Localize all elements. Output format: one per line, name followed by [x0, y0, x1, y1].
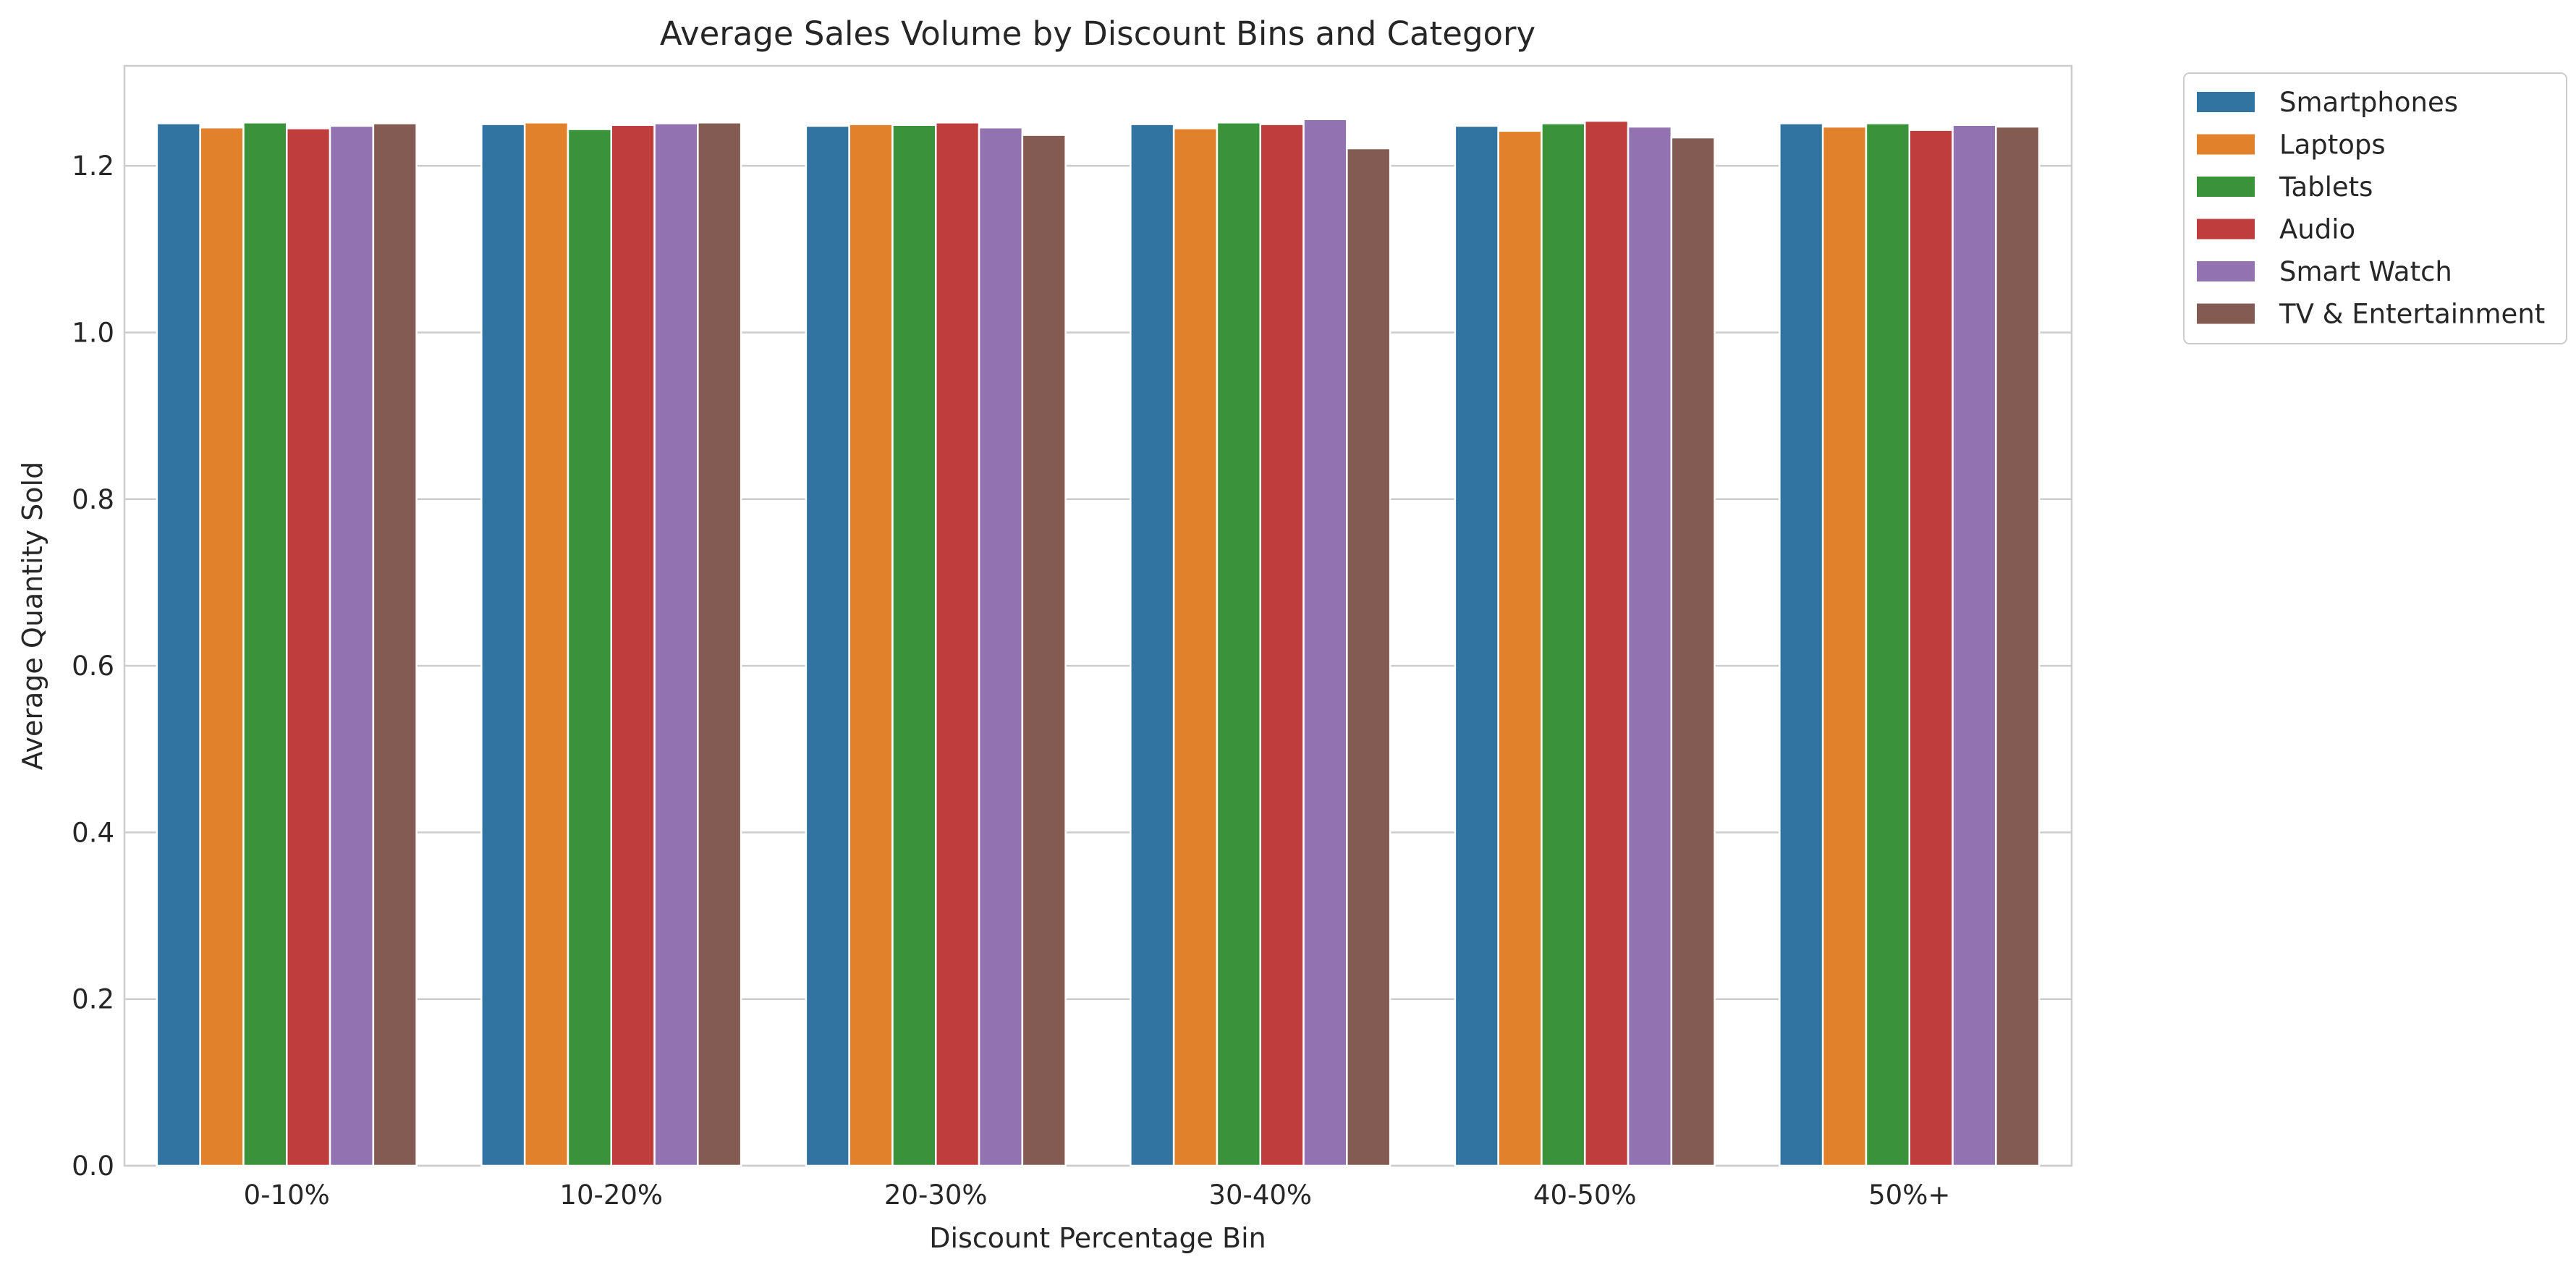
y-tick-labels: 0.0 0.2 0.4 0.6 0.8 1.0 1.2: [72, 151, 114, 1182]
bar-smart-watch-2: [978, 126, 1024, 1167]
bar-laptops-2: [848, 123, 894, 1167]
bar-smartphones-3: [1130, 123, 1175, 1167]
bar-tv-entertainment-0: [372, 122, 418, 1167]
y-tick-label: 0.0: [72, 1151, 114, 1182]
y-tick-label: 0.4: [72, 817, 114, 848]
bar-smart-watch-0: [329, 124, 375, 1167]
bar-tablets-4: [1541, 122, 1586, 1167]
bar-smart-watch-4: [1627, 125, 1673, 1167]
x-tick-label: 20-30%: [884, 1179, 988, 1211]
legend-swatch: [2197, 177, 2255, 197]
legend: Smartphones Laptops Tablets Audio Smart Watc…: [2183, 72, 2567, 344]
legend-swatch: [2197, 92, 2255, 112]
bars: [156, 118, 2041, 1167]
legend-swatch: [2197, 303, 2255, 324]
y-tick-label: 0.2: [72, 984, 114, 1015]
x-axis-label: Discount Percentage Bin: [929, 1222, 1266, 1254]
bar-laptops-0: [199, 126, 245, 1167]
legend-label: Laptops: [2279, 130, 2386, 161]
legend-label: Tablets: [2279, 171, 2373, 203]
legend-box: [2183, 72, 2567, 344]
bar-audio-4: [1584, 119, 1630, 1167]
legend-label: Audio: [2279, 214, 2355, 245]
x-tick-labels: 0-10% 10-20% 20-30% 30-40% 40-50% 50%+: [244, 1179, 1951, 1211]
y-tick-label: 0.8: [72, 484, 114, 515]
bar-smartphones-5: [1779, 122, 1824, 1167]
bar-smartphones-1: [480, 123, 526, 1167]
y-tick-label: 1.2: [72, 151, 114, 182]
plot-frame: [123, 64, 2073, 1167]
bar-laptops-3: [1172, 127, 1219, 1167]
bar-audio-1: [610, 124, 656, 1167]
legend-swatch: [2197, 261, 2255, 281]
bar-laptops-5: [1821, 125, 1868, 1167]
bar-smartphones-2: [805, 124, 850, 1167]
x-tick-label: 30-40%: [1208, 1179, 1312, 1211]
bar-audio-0: [286, 127, 331, 1167]
bar-audio-5: [1908, 129, 1954, 1167]
x-tick-label: 10-20%: [559, 1179, 663, 1211]
bar-tv-entertainment-3: [1346, 147, 1391, 1167]
bar-smart-watch-5: [1952, 124, 1997, 1167]
legend-label: Smartphones: [2279, 87, 2458, 118]
bar-tv-entertainment-2: [1021, 134, 1067, 1167]
bar-audio-3: [1259, 123, 1305, 1167]
x-tick-label: 50%+: [1868, 1179, 1950, 1211]
y-tick-label: 1.0: [72, 317, 114, 348]
bar-smart-watch-1: [653, 122, 699, 1167]
bar-tablets-1: [567, 128, 613, 1167]
bar-laptops-4: [1497, 130, 1543, 1167]
legend-swatch: [2197, 219, 2255, 240]
y-tick-label: 0.6: [72, 651, 114, 682]
bar-tv-entertainment-1: [697, 122, 742, 1167]
bar-tablets-0: [242, 122, 288, 1167]
bar-smartphones-0: [156, 122, 201, 1167]
bar-tv-entertainment-5: [1995, 125, 2041, 1167]
bar-audio-2: [935, 122, 980, 1167]
bar-tablets-3: [1216, 122, 1261, 1167]
bar-tablets-2: [891, 124, 937, 1167]
bar-smartphones-4: [1454, 124, 1499, 1167]
legend-swatch: [2197, 134, 2255, 155]
bar-smart-watch-3: [1302, 118, 1348, 1167]
legend-label: TV & Entertainment: [2279, 299, 2545, 330]
y-axis-label: Average Quantity Sold: [17, 462, 48, 770]
chart-title: Average Sales Volume by Discount Bins an…: [660, 14, 1535, 53]
legend-label: Smart Watch: [2279, 256, 2452, 287]
x-tick-label: 40-50%: [1533, 1179, 1637, 1211]
bar-laptops-1: [523, 122, 569, 1167]
bar-tablets-5: [1865, 122, 1910, 1167]
bar-tv-entertainment-4: [1670, 136, 1716, 1167]
x-tick-label: 0-10%: [244, 1179, 330, 1211]
